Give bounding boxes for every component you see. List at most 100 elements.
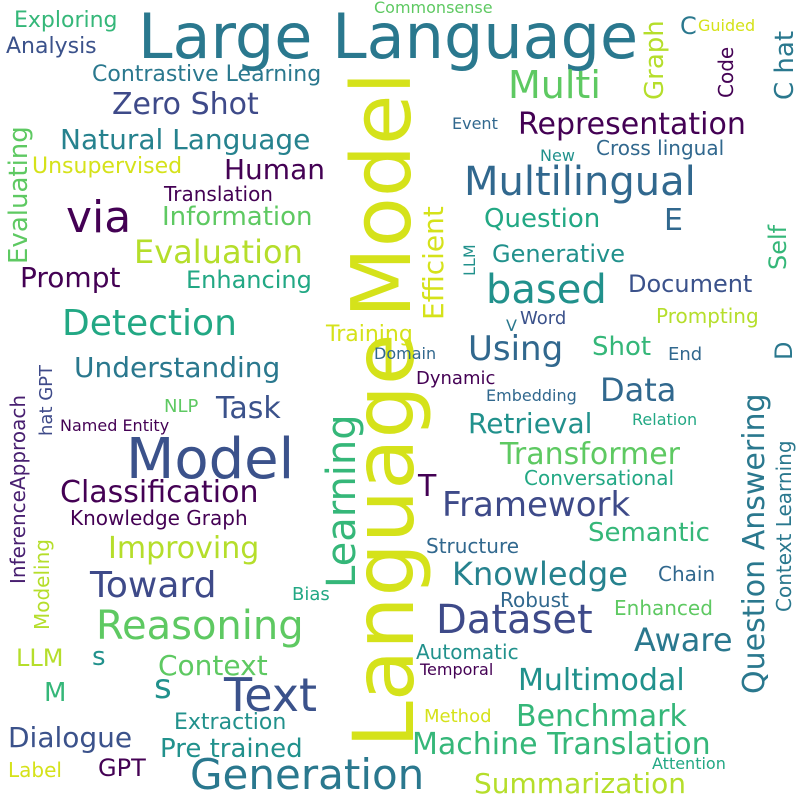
word-c: C	[680, 12, 697, 40]
word-robust: Robust	[500, 588, 569, 612]
word-model-vertical: Model	[335, 71, 430, 318]
word-retrieval: Retrieval	[468, 407, 593, 440]
word-extraction: Extraction	[174, 710, 287, 735]
word-task: Task	[216, 391, 281, 426]
word-classification: Classification	[60, 475, 259, 510]
word-code-vertical: Code	[714, 46, 738, 98]
word-modeling-vertical: Modeling	[30, 539, 54, 630]
word-dynamic: Dynamic	[416, 368, 496, 389]
word-large-language: Large Language	[138, 0, 639, 73]
word-conversational: Conversational	[524, 466, 675, 490]
word-zero-shot: Zero Shot	[112, 87, 259, 122]
word-gpt: GPT	[98, 754, 146, 782]
word-pre-trained: Pre trained	[160, 734, 303, 764]
word-evaluating-vertical: Evaluating	[4, 126, 34, 264]
word-data: Data	[600, 371, 677, 409]
word-enhanced: Enhanced	[614, 596, 713, 620]
word-llm: LLM	[16, 644, 64, 672]
word-human: Human	[224, 153, 325, 186]
word-cross-lingual: Cross lingual	[596, 136, 725, 160]
word-multilingual: Multilingual	[464, 159, 696, 205]
word-natural-language: Natural Language	[60, 123, 311, 156]
word-translation: Translation	[164, 182, 273, 206]
word-summarization: Summarization	[474, 767, 687, 800]
word-semantic: Semantic	[588, 518, 710, 548]
word-automatic: Automatic	[416, 640, 519, 664]
word-d-vertical: D	[770, 341, 798, 360]
word-knowledge-graph: Knowledge Graph	[70, 506, 248, 530]
word-hat-gpt-vertical: hat GPT	[36, 364, 57, 436]
word-relation: Relation	[632, 410, 698, 429]
word-prompting: Prompting	[656, 304, 759, 328]
word-nlp: NLP	[164, 396, 199, 417]
word-transformer: Transformer	[500, 437, 681, 472]
word-machine-translation: Machine Translation	[412, 727, 711, 762]
word-event: Event	[452, 114, 498, 133]
word-framework: Framework	[442, 485, 631, 525]
word-chain: Chain	[658, 562, 716, 586]
word-efficient-vertical: Efficient	[417, 206, 450, 320]
word-new: New	[540, 146, 575, 165]
word-m: M	[44, 678, 67, 708]
word-toward: Toward	[90, 565, 217, 606]
word-based: based	[486, 267, 607, 313]
word-v: V	[506, 316, 517, 335]
word-guided: Guided	[698, 16, 756, 35]
word-attention: Attention	[652, 754, 726, 773]
word-shot: Shot	[592, 332, 652, 362]
word-generation: Generation	[190, 750, 425, 799]
word-method: Method	[424, 706, 492, 727]
word-analysis: Analysis	[6, 34, 97, 59]
word-understanding: Understanding	[74, 351, 281, 384]
word-end: End	[668, 344, 703, 365]
word-structure: Structure	[426, 534, 520, 558]
word-benchmark: Benchmark	[516, 699, 687, 734]
word-learning-vertical: Learning	[319, 414, 365, 588]
word-question-answering-vertical: Question Answering	[737, 393, 772, 694]
word-t: T	[418, 469, 437, 504]
word-representation: Representation	[518, 107, 746, 142]
word-training: Training	[326, 322, 413, 347]
word-enhancing: Enhancing	[186, 266, 312, 294]
word-improving: Improving	[108, 531, 260, 566]
word-detection: Detection	[62, 303, 237, 344]
word-word: Word	[520, 308, 567, 329]
word-aware: Aware	[634, 621, 733, 659]
word-bias: Bias	[292, 584, 330, 605]
word-document: Document	[628, 270, 753, 298]
word-c-hat-vertical: C hat	[770, 30, 800, 100]
word-text: Text	[224, 668, 318, 722]
word-reasoning: Reasoning	[96, 603, 304, 649]
word-question: Question	[484, 204, 601, 234]
word-exploring: Exploring	[14, 8, 118, 33]
word-domain: Domain	[374, 344, 437, 363]
word-contrastive-learning: Contrastive Learning	[92, 62, 322, 87]
word-unsupervised: Unsupervised	[32, 154, 183, 179]
word-knowledge: Knowledge	[452, 555, 628, 593]
word-context: Context	[158, 649, 268, 682]
word-multimodal: Multimodal	[518, 663, 685, 698]
word-named-entity: Named Entity	[60, 416, 170, 435]
word-label: Label	[8, 758, 62, 782]
word-commonsense: Commonsense	[374, 0, 493, 17]
word-context-learning-vertical: Context Learning	[772, 440, 796, 612]
word-generative: Generative	[492, 240, 625, 268]
word-model: Model	[126, 427, 295, 492]
word-evaluation: Evaluation	[134, 233, 303, 271]
word-multi: Multi	[508, 63, 601, 107]
word-embedding: Embedding	[486, 386, 577, 405]
word-s-large: s	[154, 667, 172, 707]
word-self-vertical: Self	[764, 224, 792, 270]
word-dialogue: Dialogue	[8, 721, 133, 754]
word-e: E	[664, 203, 683, 238]
word-using: Using	[468, 329, 564, 369]
word-prompt: Prompt	[20, 261, 121, 294]
word-via: via	[66, 192, 132, 243]
word-inferenceapproach-vertical: InferenceApproach	[6, 394, 30, 584]
word-temporal: Temporal	[420, 660, 494, 679]
word-s-small: s	[92, 642, 106, 672]
word-information: Information	[162, 202, 313, 232]
word-dataset: Dataset	[436, 597, 593, 643]
word-graph-vertical: Graph	[640, 20, 670, 100]
